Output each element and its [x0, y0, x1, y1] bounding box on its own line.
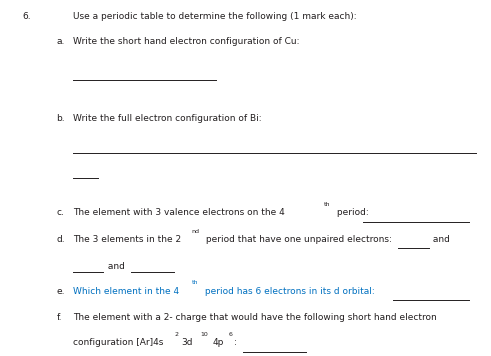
Text: The element with 3 valence electrons on the 4: The element with 3 valence electrons on …: [73, 208, 284, 217]
Text: nd: nd: [191, 229, 199, 234]
Text: and: and: [430, 235, 450, 244]
Text: 6: 6: [228, 332, 232, 337]
Text: Use a periodic table to determine the following (1 mark each):: Use a periodic table to determine the fo…: [73, 12, 356, 21]
Text: f.: f.: [56, 313, 62, 322]
Text: The 3 elements in the 2: The 3 elements in the 2: [73, 235, 181, 244]
Text: b.: b.: [56, 114, 65, 123]
Text: c.: c.: [56, 208, 64, 217]
Text: The element with a 2- charge that would have the following short hand electron: The element with a 2- charge that would …: [73, 313, 436, 322]
Text: period has 6 electrons in its d orbital:: period has 6 electrons in its d orbital:: [202, 287, 378, 295]
Text: configuration [Ar]4s: configuration [Ar]4s: [73, 338, 163, 347]
Text: 3d: 3d: [182, 338, 193, 347]
Text: Write the full electron configuration of Bi:: Write the full electron configuration of…: [73, 114, 261, 123]
Text: a.: a.: [56, 37, 65, 46]
Text: 4p: 4p: [213, 338, 224, 347]
Text: 2: 2: [175, 332, 179, 337]
Text: :: :: [234, 338, 240, 347]
Text: period:: period:: [334, 208, 372, 217]
Text: th: th: [191, 280, 198, 285]
Text: 10: 10: [200, 332, 208, 337]
Text: e.: e.: [56, 287, 65, 295]
Text: th: th: [324, 202, 330, 207]
Text: Write the short hand electron configuration of Cu:: Write the short hand electron configurat…: [73, 37, 299, 46]
Text: 6.: 6.: [22, 12, 31, 21]
Text: and: and: [105, 262, 127, 271]
Text: d.: d.: [56, 235, 65, 244]
Text: period that have one unpaired electrons:: period that have one unpaired electrons:: [203, 235, 395, 244]
Text: Which element in the 4: Which element in the 4: [73, 287, 179, 295]
